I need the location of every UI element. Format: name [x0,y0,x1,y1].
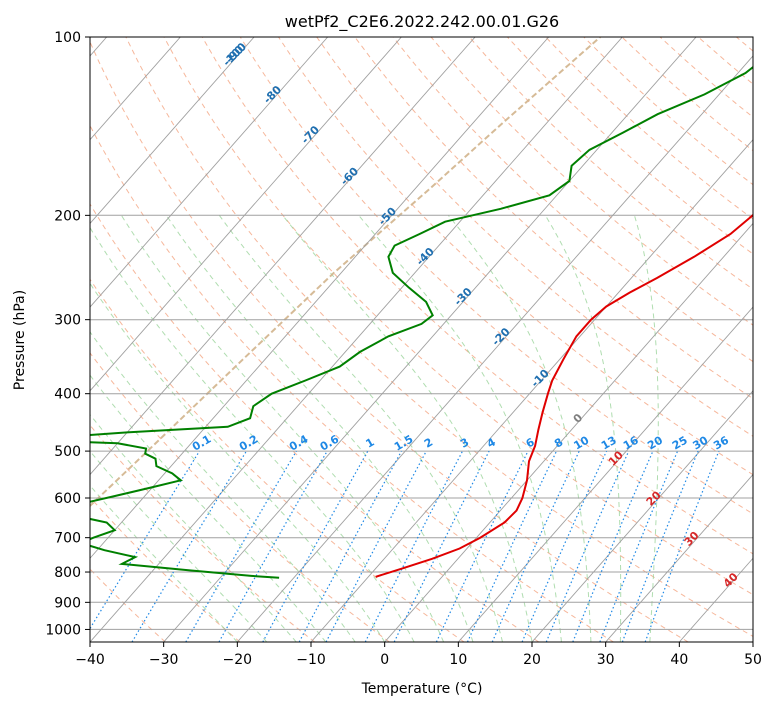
dry-adiabat-line [239,37,753,515]
x-tick-label: −40 [75,652,105,668]
y-tick-label: 500 [54,444,81,460]
x-tick-label: 20 [523,652,541,668]
isotherm-line [90,37,476,476]
mixing-ratio-line [545,450,630,642]
y-tick-label: 1000 [45,622,81,638]
x-tick-label: 10 [449,652,467,668]
mixing-ratio-line [364,450,464,642]
dry-adiabat-line [316,37,753,437]
dry-adiabat-line [201,37,753,555]
dry-adiabat-line [163,37,753,596]
plot-frame [89,36,754,643]
moist-adiabat-line [90,450,268,642]
dry-adiabat-line [90,424,316,642]
y-tick-label: 300 [54,313,81,329]
isotherm-line [90,37,255,225]
ccl-curve [90,37,601,508]
isotherm-line [90,37,402,392]
mixing-ratio-line [393,450,490,642]
series-layer [90,65,753,579]
moist-adiabat-line [633,215,659,642]
isotherm-line [90,37,329,308]
moist-adiabat-line [282,214,533,642]
dry-adiabat-line [90,278,465,642]
mixing-ratio-line [599,450,679,642]
dry-adiabat-line [90,203,540,642]
dewpoint-profile-line [90,65,753,579]
isotherm-line [163,37,697,642]
x-tick-label: 40 [670,652,688,668]
x-tick-label: 50 [744,652,762,668]
isotherm-line [90,37,550,559]
moist-adiabat-line [447,214,592,642]
mixing-ratio-line [298,450,403,642]
mixing-ratio-line [521,450,608,642]
y-tick-label: 700 [54,531,81,547]
dry-adiabat-line [90,40,689,642]
x-tick-label: −10 [296,652,326,668]
dry-adiabat-line [468,37,753,290]
mixing-ratio-line [90,450,201,630]
x-tick-label: −30 [149,652,179,668]
dry-adiabat-line [392,37,753,363]
axis-layer: −40 −30 −20 −10 0 10 20 30 40 50 100 200 300 400 500 60… [45,30,762,668]
x-tick-label: 30 [597,652,615,668]
isotherm-line [236,55,753,642]
moist-adiabat-line [90,374,327,642]
temperature-profile-line [375,213,753,578]
dry-adiabat-line [125,37,753,638]
moist-adiabat-line [90,282,386,642]
y-tick-label: 100 [54,30,81,46]
moist-adiabat-line [544,215,622,642]
moist-adiabat-line [90,226,415,642]
x-axis-label: Temperature (°C) [361,681,483,697]
moist-adiabat-line [90,331,356,642]
dry-adiabat-line [278,37,753,476]
isotherm-line [310,139,753,642]
dry-adiabat-line [90,124,614,642]
x-tick-label: −20 [223,652,253,668]
mixing-ratio-line [644,450,720,642]
mixing-ratio-line [621,450,699,642]
mixing-ratio-line [262,450,369,642]
moist-adiabat-line [90,484,238,642]
dry-adiabat-line [90,496,241,642]
moist-adiabat-line [90,413,297,642]
y-tick-label: 400 [54,387,81,403]
isotherm-line [90,37,623,642]
y-axis-label: Pressure (hPa) [12,290,28,390]
mixing-ratio-line [218,450,328,642]
y-tick-label: 600 [54,491,81,507]
y-tick-label: 800 [54,565,81,581]
y-tick-label: 200 [54,208,81,224]
isotherm-line [457,306,753,642]
moist-adiabat-line [218,215,503,642]
moist-adiabat-line [165,215,474,642]
isotherm-line [90,37,181,141]
mixing-ratio-line [572,450,654,642]
isotherm-line [531,390,753,642]
chart-title: wetPf2_C2E6.2022.242.00.01.G26 [285,12,559,32]
moist-adiabat-line [358,214,562,642]
y-tick-label: 900 [54,595,81,611]
isotherm-line [605,473,753,642]
x-tick-label: 0 [380,652,389,668]
moist-adiabat-line [120,215,445,642]
